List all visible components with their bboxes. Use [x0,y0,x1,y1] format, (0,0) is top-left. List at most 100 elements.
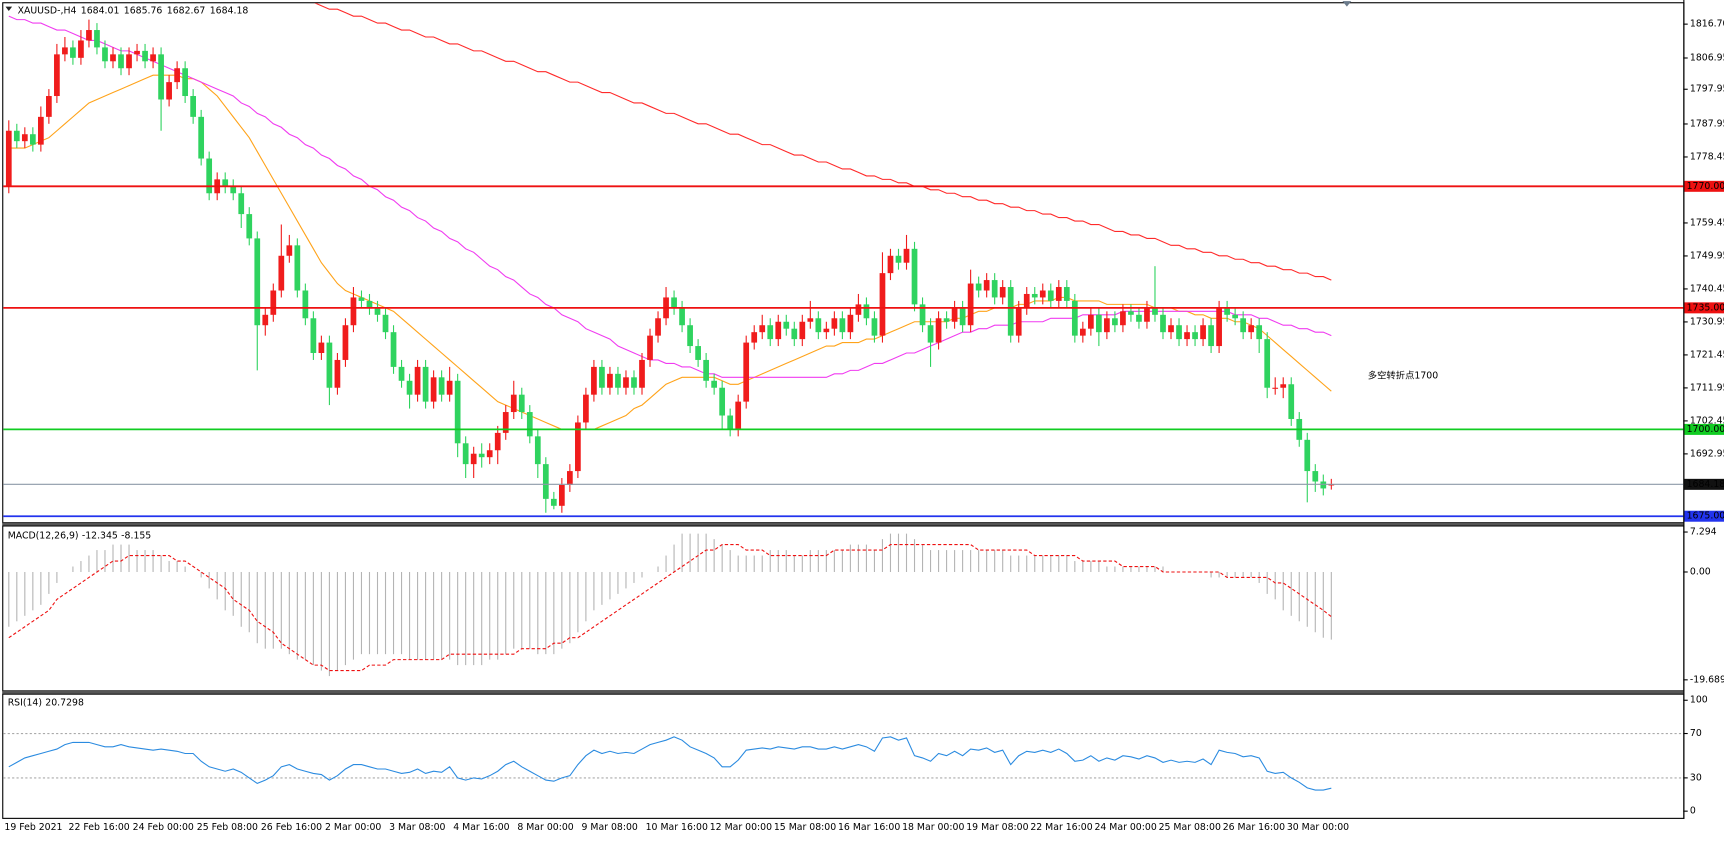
candle-body [182,68,188,97]
candle-body [350,297,357,326]
candle-body [1079,328,1086,336]
y-tick-label: 1797.95 [1690,84,1724,95]
candle-body [1047,290,1054,301]
y-tick-label: 1740.45 [1690,283,1724,294]
y-tick-label: 1711.95 [1690,382,1724,393]
candle-body [1071,300,1078,336]
x-tick-label: 30 Mar 00:00 [1287,822,1349,833]
y-tick-label: 70 [1690,728,1702,739]
candle-body [727,415,734,430]
candle-body [703,359,709,381]
candle-body [558,484,565,506]
panel-separator [2,690,1685,694]
y-tick-label: 1787.95 [1690,118,1724,129]
candle-body [318,342,325,354]
x-tick-label: 19 Feb 2021 [4,822,62,833]
candle-body [1104,318,1110,333]
candle-body [374,307,381,315]
y-tick-label: 1816.70 [1690,19,1724,30]
candle-body [1176,325,1182,340]
candle-body [935,318,942,343]
candle-body [783,321,790,329]
candle-body [542,464,549,499]
symbol-menu-arrow[interactable] [5,6,13,11]
candle-body [775,321,782,340]
candle-body [294,245,301,291]
candle-body [951,307,958,322]
candle-body [1248,325,1255,333]
candle-body [134,50,140,55]
candle-body [695,346,701,360]
x-tick-label: 12 Mar 00:00 [710,822,772,833]
candle-body [1120,311,1126,326]
indicator-line [8,736,1332,791]
candle-body [1192,332,1198,340]
candle-body [831,318,838,329]
ohlc-value: 1682.67 [167,5,206,16]
candle-body [46,96,52,117]
candle-body [1256,325,1263,340]
candle-body [1288,384,1295,419]
y-tick-label: 1778.45 [1690,151,1724,162]
candle-body [847,314,854,333]
candle-body [150,54,156,62]
candle-body [759,325,766,333]
annotation: 多空转折点1700 [1368,369,1438,381]
shift-marker[interactable] [1342,1,1352,7]
x-tick-label: 26 Mar 16:00 [1223,822,1285,833]
candle-body [262,314,269,326]
candle-body [534,436,541,465]
candle-body [1112,318,1118,326]
x-tick-label: 24 Mar 00:00 [1094,822,1156,833]
y-tick-label: 7.294 [1690,527,1717,538]
y-tick-label: 0.00 [1690,566,1711,577]
candle-body [29,134,36,145]
current-price-box [1684,478,1724,490]
candle-body [1240,318,1247,333]
candle-body [1216,307,1222,347]
candle-body [70,47,76,58]
candle-body [1272,387,1279,389]
candle-body [991,280,998,298]
x-tick-label: 25 Mar 08:00 [1159,822,1221,833]
candle-body [1144,307,1150,322]
ohlc-value: 1684.01 [81,5,120,16]
indicator-value: -12.345 [82,530,118,541]
candle-body [839,318,846,333]
y-tick-label: 0 [1690,806,1696,817]
candle-body [478,453,485,458]
candle-body [430,377,437,402]
y-tick-label: 1749.95 [1690,250,1724,261]
moving-average-line [8,15,1332,378]
candle-body [278,255,285,291]
candle-body [943,318,950,322]
candle-body [358,297,365,301]
level-price-box [1684,180,1724,192]
candle-body [903,248,910,263]
candle-body [1168,325,1174,333]
candle-body [1088,314,1094,329]
candle-body [158,54,164,100]
candle-body [206,158,213,194]
x-tick-label: 3 Mar 08:00 [389,822,445,833]
candle-body [230,186,237,194]
x-tick-label: 26 Feb 16:00 [261,822,322,833]
panel-title: MACD(12,26,9) -12.345 -8.155 [8,530,152,541]
candle-body [687,325,693,347]
y-tick-label: 1721.45 [1690,349,1724,360]
x-tick-label: 9 Mar 08:00 [581,822,637,833]
candle-body [1200,325,1206,340]
candle-body [62,47,68,55]
candle-body [807,318,814,322]
x-tick-label: 19 Mar 08:00 [966,822,1028,833]
indicator-value: -8.155 [121,530,151,541]
candle-body [583,394,589,423]
candle-body [254,238,261,326]
candle-body [967,283,974,326]
candle-body [550,498,557,506]
candle-body [286,245,293,256]
candle-body [975,283,982,291]
candle-body [1007,287,1014,336]
